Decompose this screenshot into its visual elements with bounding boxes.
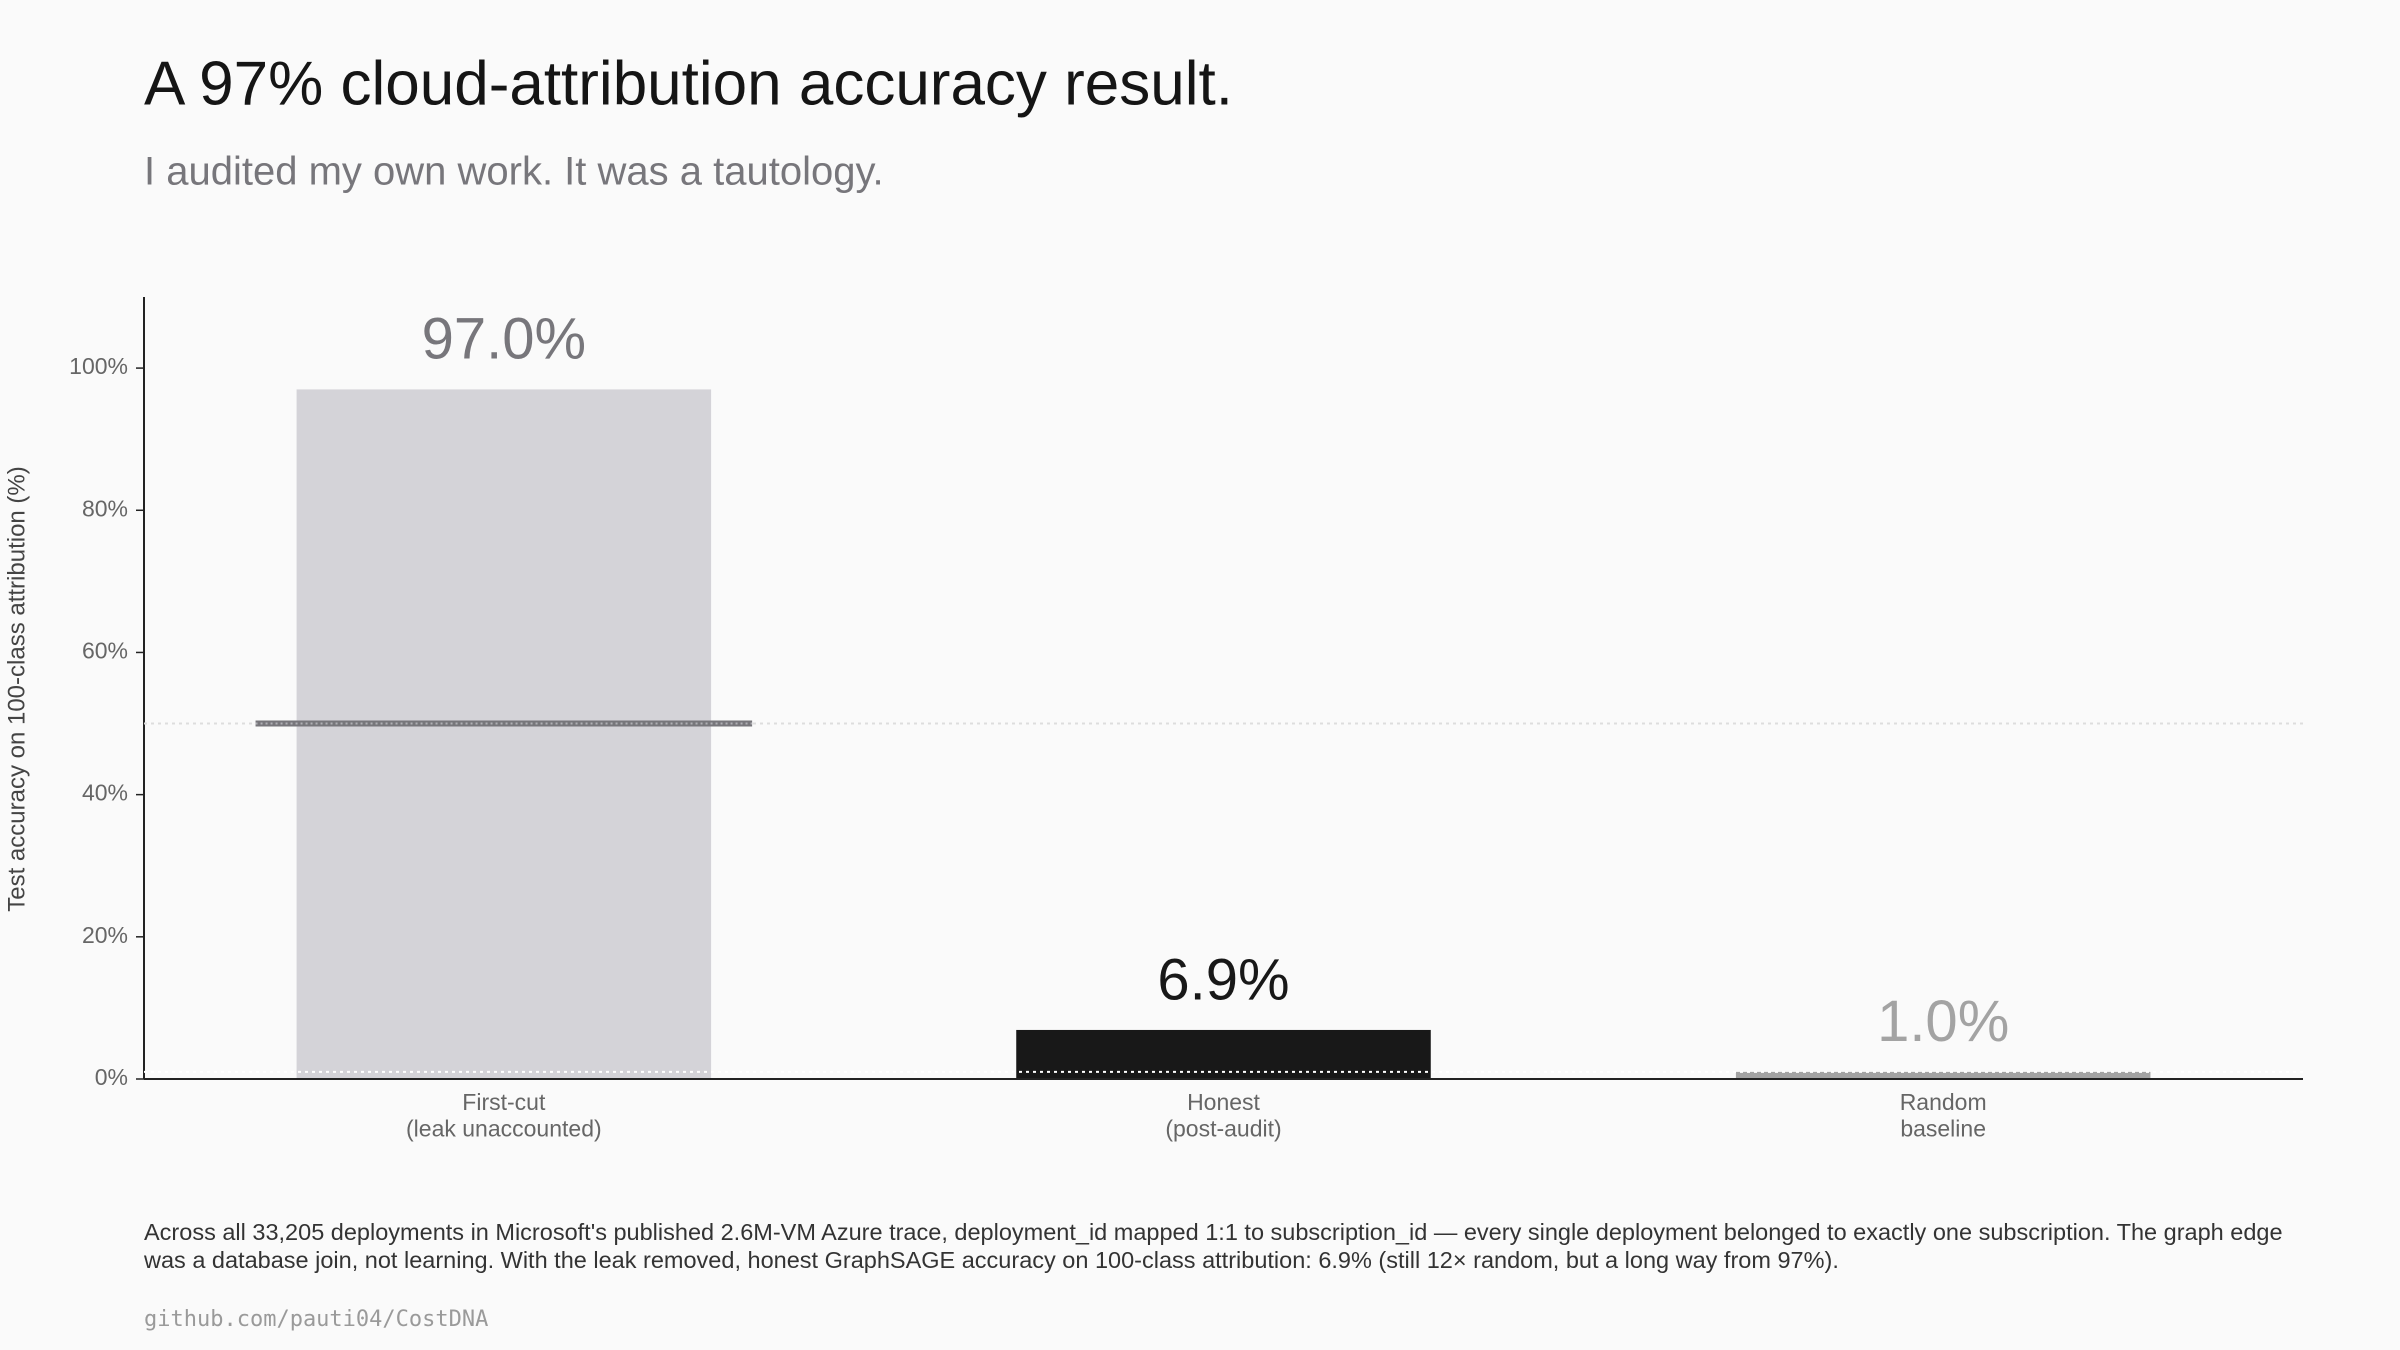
x-tick-label: Honest (post-audit) <box>1165 1089 1281 1141</box>
y-tick-label: 40% <box>82 780 128 806</box>
x-tick-label: Random baseline <box>1900 1089 1987 1141</box>
y-tick-label: 0% <box>95 1064 128 1090</box>
source: github.com/pauti04/CostDNA <box>144 1307 489 1332</box>
y-tick-label: 80% <box>82 495 128 521</box>
value-label: 1.0% <box>1877 989 2009 1054</box>
y-axis-label: Test accuracy on 100-class attribution (… <box>3 466 30 912</box>
value-label: 97.0% <box>422 307 586 372</box>
bar <box>296 389 712 1079</box>
y-tick-label: 60% <box>82 638 128 664</box>
y-tick-label: 100% <box>69 353 128 379</box>
y-tick-label: 20% <box>82 922 128 948</box>
bar <box>1016 1029 1431 1079</box>
value-label: 6.9% <box>1157 947 1289 1012</box>
chart-subtitle: I audited my own work. It was a tautolog… <box>144 150 884 194</box>
x-tick-label: First-cut (leak unaccounted) <box>406 1089 602 1141</box>
chart-title: A 97% cloud-attribution accuracy result. <box>144 49 1233 118</box>
footnote: Across all 33,205 deployments in Microso… <box>144 1219 2283 1273</box>
bar <box>1735 1071 2151 1079</box>
